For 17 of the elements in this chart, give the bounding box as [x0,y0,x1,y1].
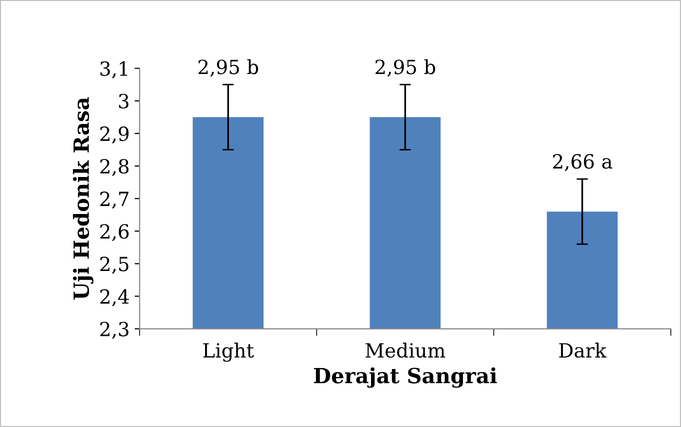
x-tick-label: Medium [366,342,446,358]
y-tick-label: 2,9 [100,126,129,144]
x-tick-label: Dark [559,342,607,358]
data-label: 2,66 a [553,154,612,172]
x-tick-label: Light [203,342,254,362]
y-tick-label: 2,5 [100,256,128,274]
y-axis-title: Uji Hedonik Rasa [72,97,94,300]
y-tick-label: 2,6 [100,224,129,242]
y-tick-label: 2,8 [100,158,129,176]
x-axis-title: Derajat Sangrai [314,367,497,388]
y-tick-label: 2,3 [100,322,128,339]
data-label: 2,95 b [198,59,258,77]
data-label: 2,95 b [376,59,436,77]
y-tick-label: 3,1 [100,61,128,78]
y-tick-label: 3 [118,94,128,109]
y-tick-label: 2,4 [100,289,129,306]
y-tick-label: 2,7 [100,192,128,209]
